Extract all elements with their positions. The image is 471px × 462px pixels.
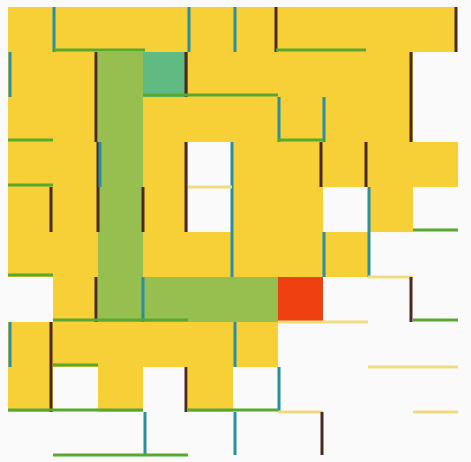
cell (188, 52, 413, 97)
cell (233, 142, 458, 187)
path-cell (98, 232, 143, 277)
cell (8, 142, 98, 187)
path-cell (98, 97, 143, 142)
walls (8, 7, 458, 457)
cell (8, 232, 98, 277)
goal-cell (278, 277, 323, 322)
cell (143, 142, 188, 187)
cell (8, 52, 98, 97)
cell (143, 187, 188, 232)
cell (368, 187, 413, 232)
cells (8, 7, 458, 412)
path-cell (98, 142, 143, 187)
cell (8, 7, 455, 52)
cell (233, 187, 323, 232)
cell (53, 277, 98, 322)
path-cell (98, 187, 143, 232)
path-cell (98, 52, 143, 97)
cell (188, 367, 233, 412)
cell (8, 322, 278, 367)
cell (8, 97, 98, 142)
path-cell (98, 277, 278, 322)
cell (143, 232, 368, 277)
cell (8, 367, 53, 412)
start-cell (143, 52, 188, 97)
cell (8, 187, 98, 232)
cell (98, 367, 143, 412)
